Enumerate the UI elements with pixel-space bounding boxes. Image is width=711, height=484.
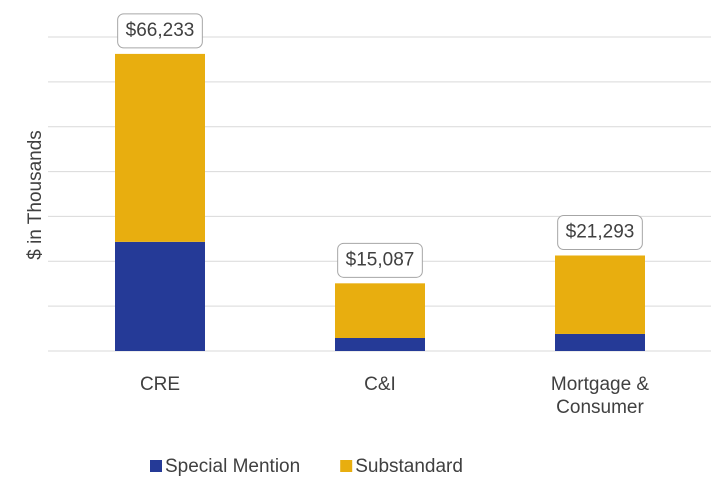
total-label-box xyxy=(117,13,203,49)
total-label-box xyxy=(557,214,643,250)
legend-swatch xyxy=(150,460,162,472)
bar-segment xyxy=(115,241,205,351)
total-label: $66,233 xyxy=(126,20,195,41)
total-label-box xyxy=(337,242,423,278)
bar-segment xyxy=(335,283,425,338)
legend-label: Special Mention xyxy=(165,456,300,477)
bar-segment xyxy=(555,255,645,334)
y-axis-label: $ in Thousands xyxy=(25,130,46,260)
bar-segment xyxy=(335,337,425,351)
legend-swatch xyxy=(340,460,353,472)
total-label: $15,087 xyxy=(346,249,415,270)
bar-segment xyxy=(115,53,205,242)
bar-segment xyxy=(555,333,645,351)
x-tick-label: CRE xyxy=(139,374,181,395)
total-label: $21,293 xyxy=(566,222,635,243)
legend-label: Substandard xyxy=(355,456,463,477)
x-tick-label: C&I xyxy=(364,374,396,395)
x-tick-label: Mortgage & Consumer xyxy=(550,374,650,418)
